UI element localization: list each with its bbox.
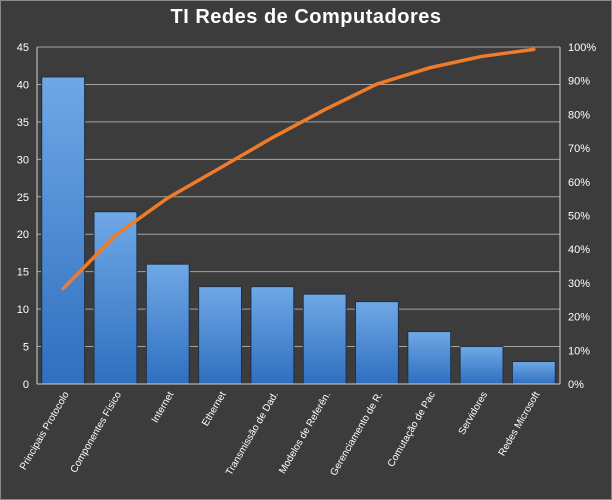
x-tick-label: Modelos de Referên. — [277, 390, 333, 476]
y-tick-label: 20 — [17, 229, 29, 241]
y-tick-label: 45 — [17, 42, 29, 54]
bar — [407, 331, 452, 385]
y-tick-label: 35 — [17, 117, 29, 129]
y2-tick-label: 100% — [568, 42, 596, 54]
bar — [302, 293, 347, 385]
chart-title: TI Redes de Computadores — [170, 6, 442, 28]
x-tick-label: Redes Microsoft — [497, 390, 543, 458]
bar — [355, 301, 399, 385]
bar — [511, 361, 556, 385]
y2-tick-label: 60% — [568, 177, 590, 189]
bar — [250, 286, 295, 385]
y2-tick-label: 20% — [568, 312, 590, 324]
y2-tick-label: 0% — [568, 379, 584, 391]
x-tick-label: Gerenciamento de R. — [328, 390, 385, 478]
x-tick-label: Comutação de Pac — [386, 390, 438, 469]
y-tick-label: 5 — [23, 342, 29, 354]
cumulative-line — [61, 47, 536, 291]
y-tick-label: 15 — [17, 267, 29, 279]
bar — [198, 286, 242, 385]
x-tick-label: Servidores — [457, 390, 490, 437]
bar — [459, 346, 504, 385]
y2-tick-label: 50% — [568, 211, 590, 223]
x-tick-label: Ethernet — [200, 390, 229, 428]
x-tick-label: Principais Protocolo — [18, 390, 72, 472]
x-tick-label: Componentes Físico — [69, 390, 125, 475]
y2-tick-label: 10% — [568, 345, 590, 357]
bar — [41, 76, 86, 385]
y-tick-label: 40 — [17, 79, 29, 91]
y-tick-label: 0 — [23, 379, 29, 391]
x-tick-label: Transmissão de Dad. — [224, 390, 281, 477]
y2-tick-label: 80% — [568, 109, 590, 121]
y2-tick-label: 30% — [568, 278, 590, 290]
y2-tick-label: 40% — [568, 244, 590, 256]
y-tick-label: 30 — [17, 154, 29, 166]
y2-tick-label: 90% — [568, 76, 590, 88]
y2-tick-label: 70% — [568, 143, 590, 155]
bar — [145, 263, 190, 385]
x-tick-label: Internet — [150, 390, 177, 425]
y-tick-label: 10 — [17, 304, 29, 316]
y-tick-label: 25 — [17, 192, 29, 204]
